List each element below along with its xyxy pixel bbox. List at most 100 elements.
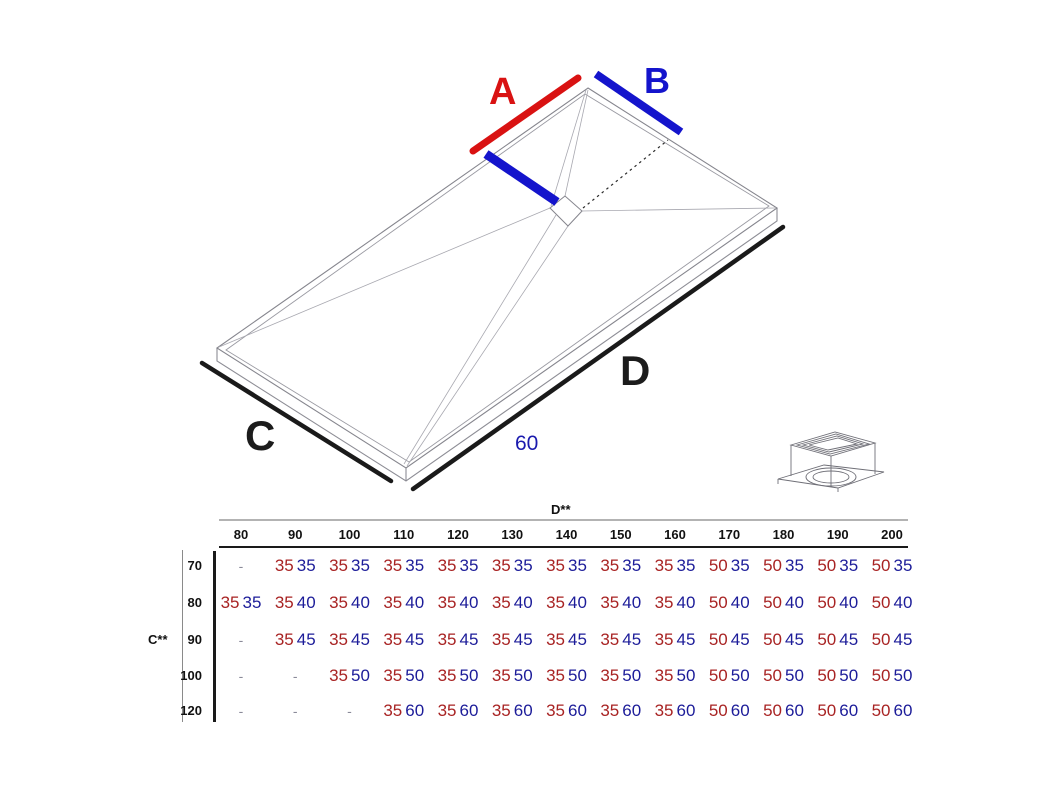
table-col-header: 150 — [609, 527, 632, 542]
cell-second-value: 40 — [459, 593, 479, 612]
table-cell: 35 60 — [593, 700, 648, 722]
tray-inner-rim — [225, 93, 770, 463]
cell-first-value: 50 — [708, 666, 728, 685]
cell-first-value: 35 — [654, 701, 674, 720]
cell-first-value: 35 — [437, 666, 457, 685]
cell-first-value: 35 — [220, 593, 240, 612]
cell-second-value: 45 — [296, 630, 316, 649]
table-cell: 50 50 — [702, 665, 757, 687]
table-col-header: 190 — [826, 527, 849, 542]
table-cell: 50 50 — [756, 665, 811, 687]
cell-first-value: 50 — [817, 630, 837, 649]
cell-first-value: 35 — [437, 556, 457, 575]
table-cell: 35 50 — [539, 665, 594, 687]
cell-second-value: 35 — [242, 593, 262, 612]
cell-first-value: 50 — [763, 593, 782, 612]
cell-second-value: 35 — [839, 556, 859, 575]
cell-first-value: 35 — [546, 701, 565, 720]
cell-first-value: 35 — [654, 666, 674, 685]
cell-first-value: 50 — [763, 701, 782, 720]
cell-first-value: 35 — [600, 701, 620, 720]
cell-second-value: 40 — [839, 593, 859, 612]
cell-first-value: 50 — [763, 630, 782, 649]
table-cell: 35 35 — [485, 555, 540, 577]
cell-second-value: 35 — [730, 556, 750, 575]
cell-second-value: 35 — [351, 556, 370, 575]
cell-empty-dash: - — [292, 668, 298, 684]
table-cell: 35 60 — [431, 700, 486, 722]
cell-second-value: 40 — [405, 593, 425, 612]
cell-second-value: 45 — [785, 630, 804, 649]
cell-first-value: 50 — [817, 593, 837, 612]
table-cell: 50 35 — [702, 555, 757, 577]
cell-first-value: 35 — [600, 556, 620, 575]
tray-top-face — [216, 87, 778, 469]
cell-second-value: 35 — [676, 556, 696, 575]
table-cell: 35 35 — [268, 555, 323, 577]
cell-second-value: 60 — [893, 701, 913, 720]
cell-second-value: 45 — [622, 630, 642, 649]
table-cell: 35 40 — [268, 592, 323, 614]
cell-first-value: 35 — [546, 556, 565, 575]
drain-offset-dotted-line — [582, 139, 669, 209]
table-cell: 50 40 — [865, 592, 920, 614]
cell-first-value: 35 — [383, 630, 403, 649]
cell-second-value: 40 — [351, 593, 370, 612]
cell-second-value: 40 — [568, 593, 587, 612]
table-row-header: 80 — [187, 595, 202, 610]
table-cell: 35 35 — [214, 592, 269, 614]
cell-first-value: 35 — [383, 593, 403, 612]
dimension-b-line — [593, 70, 684, 136]
cell-first-value: 35 — [383, 666, 403, 685]
table-col-axis-label: D** — [551, 502, 571, 517]
cell-second-value: 50 — [351, 666, 370, 685]
table-cell: - — [214, 629, 269, 651]
cell-empty-dash: - — [238, 703, 244, 719]
cell-first-value: 50 — [817, 666, 837, 685]
cell-second-value: 45 — [893, 630, 913, 649]
table-col-header: 170 — [718, 527, 741, 542]
cell-first-value: 35 — [383, 701, 403, 720]
cell-second-value: 60 — [785, 701, 804, 720]
cell-first-value: 35 — [437, 593, 457, 612]
table-col-header: 110 — [393, 527, 415, 542]
table-cell: 50 60 — [756, 700, 811, 722]
cell-empty-dash: - — [238, 558, 244, 574]
table-cell: 50 35 — [865, 555, 920, 577]
cell-first-value: 50 — [708, 701, 728, 720]
table-cell: 35 40 — [322, 592, 377, 614]
table-col-header: 140 — [555, 527, 578, 542]
table-cell: 35 60 — [376, 700, 431, 722]
cell-second-value: 40 — [296, 593, 316, 612]
table-cell: 50 45 — [702, 629, 757, 651]
table-cell: 35 40 — [376, 592, 431, 614]
table-cell: 35 45 — [322, 629, 377, 651]
cell-second-value: 35 — [513, 556, 533, 575]
table-cell: 35 35 — [376, 555, 431, 577]
cell-first-value: 35 — [274, 593, 294, 612]
cell-first-value: 35 — [546, 593, 565, 612]
table-cell: 35 45 — [268, 629, 323, 651]
table-row-header-thin-rule — [182, 550, 183, 722]
cell-second-value: 50 — [405, 666, 425, 685]
cell-first-value: 50 — [871, 666, 891, 685]
cell-empty-dash: - — [238, 668, 244, 684]
cell-second-value: 50 — [459, 666, 479, 685]
cell-second-value: 40 — [622, 593, 642, 612]
table-row-axis-label: C** — [148, 632, 168, 647]
cell-second-value: 60 — [730, 701, 750, 720]
cell-first-value: 35 — [329, 630, 348, 649]
cell-second-value: 35 — [568, 556, 587, 575]
table-cell: 35 45 — [485, 629, 540, 651]
table-col-header: 120 — [447, 527, 469, 542]
table-cell: 35 40 — [485, 592, 540, 614]
cell-second-value: 50 — [568, 666, 587, 685]
table-cell: 35 35 — [431, 555, 486, 577]
cell-second-value: 45 — [405, 630, 425, 649]
table-cell: - — [214, 700, 269, 722]
cell-first-value: 35 — [546, 630, 565, 649]
table-cell: 35 50 — [593, 665, 648, 687]
cell-first-value: 50 — [708, 556, 728, 575]
cell-second-value: 60 — [459, 701, 479, 720]
